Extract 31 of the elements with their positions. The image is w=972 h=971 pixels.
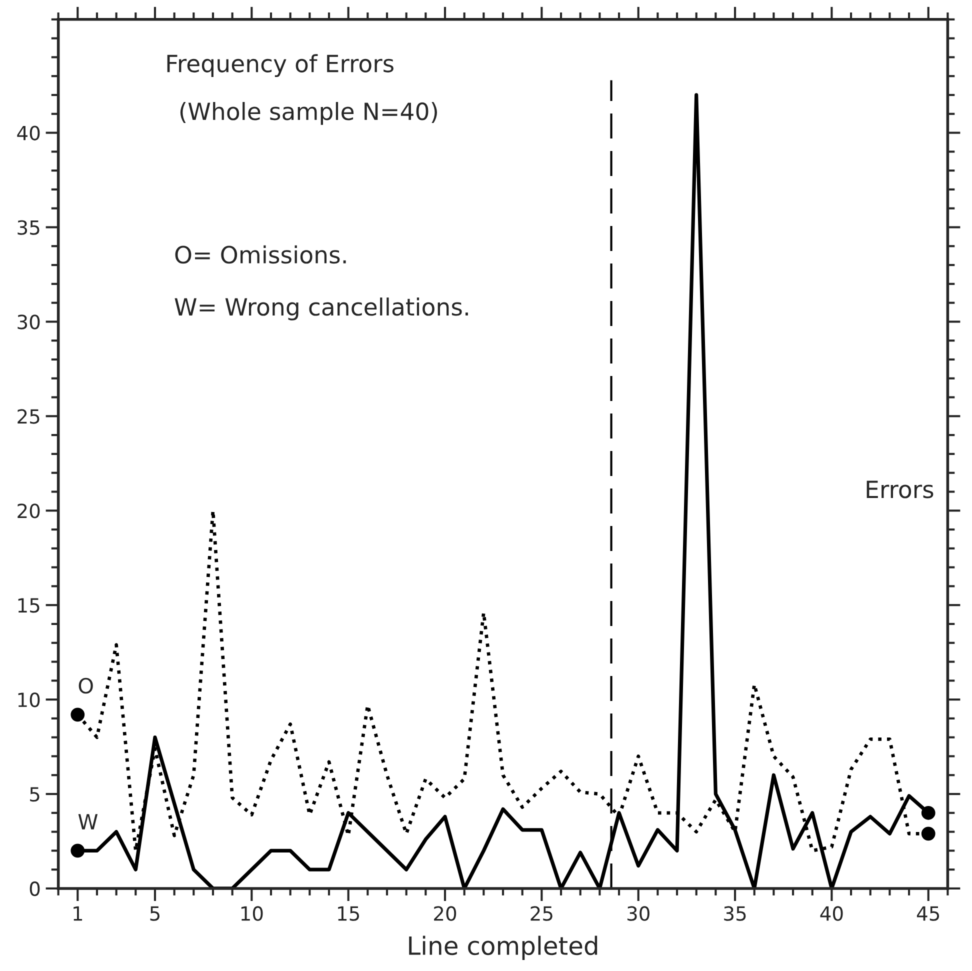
text: (Whole sample N=40) xyxy=(180,102,437,125)
x-tick-label: 1 xyxy=(74,906,82,921)
text: Frequency of Errors xyxy=(167,54,394,78)
y-tick-label: 35 xyxy=(18,220,40,235)
y-tick-label: 10 xyxy=(18,692,40,708)
point xyxy=(70,844,85,858)
x-tick-label: 30 xyxy=(627,906,650,921)
x-tick-label: 35 xyxy=(724,906,746,921)
y-tick-label: 20 xyxy=(18,504,40,518)
x-tick-label: 10 xyxy=(241,906,263,921)
x-tick-label: 20 xyxy=(434,906,456,921)
x-tick-label: 5 xyxy=(150,906,160,921)
x-tick-label: 15 xyxy=(338,906,360,921)
x-tick-label: 45 xyxy=(916,906,940,921)
point xyxy=(921,826,936,841)
series-label: O xyxy=(78,678,93,694)
y-tick-label: 0 xyxy=(30,881,40,896)
y-tick-label: 30 xyxy=(18,314,40,330)
x-tick-label: 25 xyxy=(530,906,552,921)
y-tick-label: 5 xyxy=(30,787,40,802)
point xyxy=(921,806,936,820)
x-tick-label: 40 xyxy=(820,906,843,921)
x-axis-title: Line completed xyxy=(409,936,598,960)
y-tick-label: 25 xyxy=(18,409,40,424)
series-label: W xyxy=(78,814,98,830)
y-tick-label: 40 xyxy=(17,126,40,140)
annotation: W= Wrong cancellations. xyxy=(174,298,468,320)
point xyxy=(70,708,85,722)
annotation: Errors xyxy=(866,480,934,498)
y-tick-label: 15 xyxy=(18,598,40,613)
annotation: O= Omissions. xyxy=(175,245,346,264)
